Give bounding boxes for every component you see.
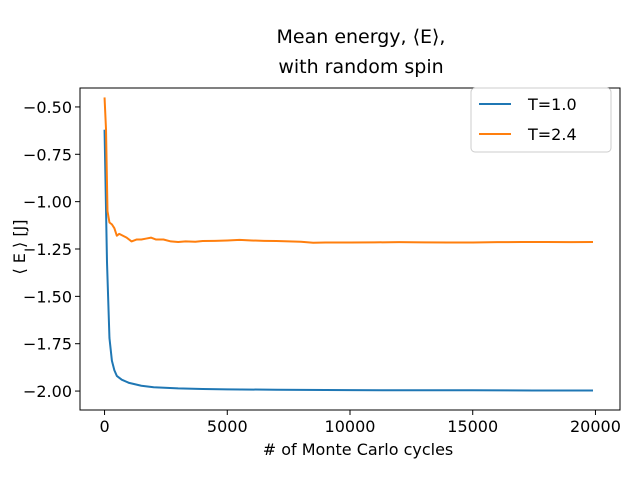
y-tick-label: −1.50	[23, 287, 72, 306]
y-tick-label: −2.00	[23, 382, 72, 401]
y-tick-label: −0.75	[23, 145, 72, 164]
y-axis-label: ⟨ E ⟩ [J]	[10, 219, 29, 274]
chart-title: Mean energy, ⟨E⟩, with random spin	[277, 26, 446, 78]
y-axis-ticks: −2.00 −1.75 −1.50 −1.25 −1.00 −0.75 −0.50	[23, 98, 80, 401]
y-tick-label: −1.75	[23, 335, 72, 354]
x-axis-label: # of Monte Carlo cycles	[263, 440, 454, 459]
chart-title-line-2: with random spin	[278, 56, 443, 78]
x-tick-label: 20000	[570, 417, 621, 436]
legend: T=1.0 T=2.4	[470, 87, 612, 153]
x-tick-label: 10000	[325, 417, 376, 436]
plot-lines	[103, 97, 594, 392]
x-tick-label: 5000	[207, 417, 248, 436]
series-line-1	[103, 97, 594, 244]
y-tick-label: −1.25	[23, 240, 72, 259]
x-axis-ticks: 0 5000 10000 15000 20000	[99, 410, 621, 436]
chart-title-line-1: Mean energy, ⟨E⟩,	[277, 26, 446, 48]
legend-label-0: T=1.0	[527, 95, 577, 114]
y-tick-label: −1.00	[23, 193, 72, 212]
series-line-0	[103, 129, 593, 392]
legend-label-1: T=2.4	[527, 125, 577, 144]
x-tick-label: 0	[99, 417, 109, 436]
x-tick-label: 15000	[447, 417, 498, 436]
y-tick-label: −0.50	[23, 98, 72, 117]
